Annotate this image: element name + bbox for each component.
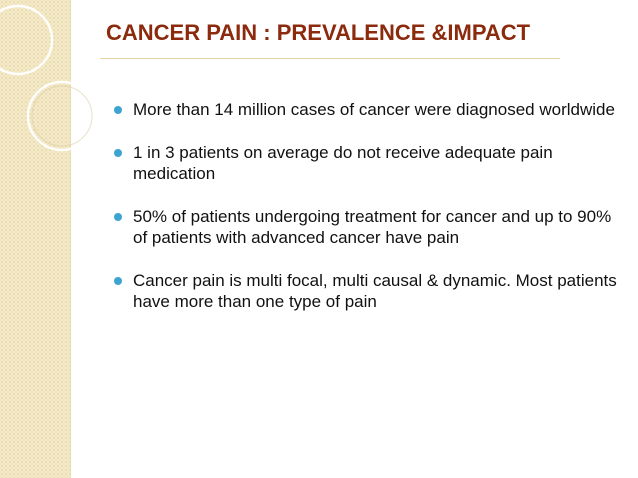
slide-title: CANCER PAIN : PREVALENCE &IMPACT [106,20,531,45]
bullet-text: 50% of patients undergoing treatment for… [133,207,612,247]
bullet-dot-icon [114,149,122,157]
bullet-text: Cancer pain is multi focal, multi causal… [133,271,617,311]
bullet-text: 1 in 3 patients on average do not receiv… [133,143,553,183]
bullet-item: 50% of patients undergoing treatment for… [110,206,622,248]
bullet-list: More than 14 million cases of cancer wer… [110,99,622,334]
bullet-dot-icon [114,277,122,285]
bullet-item: More than 14 million cases of cancer wer… [110,99,622,120]
decorative-side-band [0,0,71,478]
bullet-item: Cancer pain is multi focal, multi causal… [110,270,622,312]
bullet-text: More than 14 million cases of cancer wer… [133,100,615,119]
bullet-item: 1 in 3 patients on average do not receiv… [110,142,622,184]
bullet-dot-icon [114,213,122,221]
bullet-dot-icon [114,106,122,114]
decorative-rings-icon [0,4,98,152]
title-divider [100,58,560,59]
